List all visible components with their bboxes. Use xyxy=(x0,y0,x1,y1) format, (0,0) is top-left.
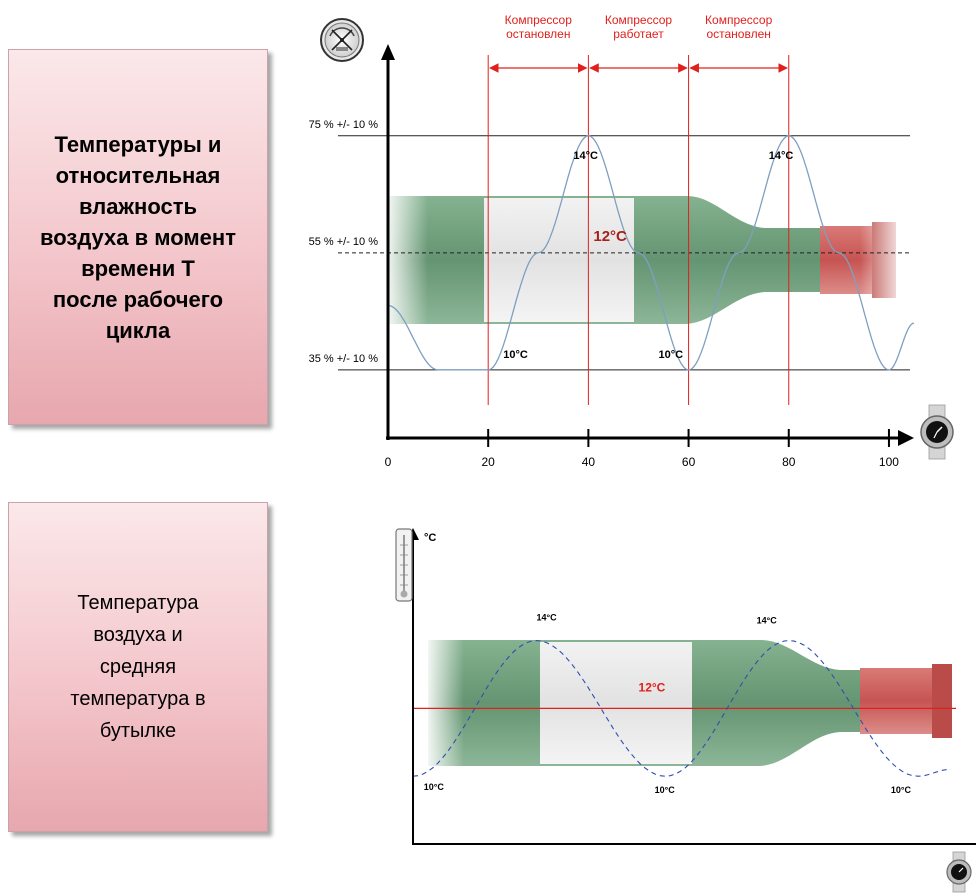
x-tick-label: 0 xyxy=(385,455,392,469)
hygrometer-icon xyxy=(320,18,364,62)
top-axes xyxy=(381,44,914,446)
compressor-phases: Компрессор остановлен Компрессор работает Ко… xyxy=(487,13,790,405)
wristwatch-icon xyxy=(920,404,954,460)
thermometer-icon xyxy=(395,528,413,602)
temperature-label: 14°C xyxy=(537,612,558,622)
temperature-label: 10°C xyxy=(891,785,912,795)
bottle-illustration-bottom xyxy=(428,640,952,766)
x-tick-label: 20 xyxy=(482,455,496,469)
humidity-level-label: 35 % +/- 10 % xyxy=(309,353,379,365)
description-panel-bottom: Температура воздуха и средняя температур… xyxy=(8,502,268,832)
humidity-level-label: 75 % +/- 10 % xyxy=(309,119,379,131)
temperature-label: 14°C xyxy=(573,150,598,162)
phase-label: Компрессор остановлен xyxy=(505,13,573,41)
humidity-curve xyxy=(387,135,915,371)
top-x-ticks: 0 20 40 60 80 100 xyxy=(385,429,899,469)
bottle-illustration-top xyxy=(388,196,904,324)
description-panel-top: Температуры и относительная влажность во… xyxy=(8,49,268,425)
x-tick-label: 100 xyxy=(879,455,899,469)
x-tick-label: 40 xyxy=(582,455,596,469)
temperature-label: 14°C xyxy=(757,616,778,626)
humidity-series-line xyxy=(387,135,915,371)
description-text-top: Температуры и относительная влажность во… xyxy=(40,131,236,343)
temperature-label: 10°C xyxy=(655,785,676,795)
temperature-label: 12°C xyxy=(639,680,666,694)
temperature-annotations-bottom: 14°C 14°C 12°C 10°C 10°C 10°C xyxy=(424,612,912,795)
wristwatch-icon xyxy=(946,851,972,893)
x-tick-label: 60 xyxy=(682,455,696,469)
air-temperature-series-line xyxy=(412,640,950,777)
humidity-levels: 75 % +/- 10 % 55 % +/- 10 % 35 % +/- 10 % xyxy=(309,119,910,371)
phase-label: Компрессор работает xyxy=(605,13,673,41)
air-temperature-curve xyxy=(412,640,950,777)
x-tick-label: 80 xyxy=(782,455,796,469)
bottom-y-axis-label: °C xyxy=(424,532,436,544)
humidity-level-label: 55 % +/- 10 % xyxy=(309,236,379,248)
description-text-bottom: Температура воздуха и средняя температур… xyxy=(70,592,206,742)
temperature-label: 12°C xyxy=(593,228,627,245)
temperature-label: 10°C xyxy=(503,349,528,361)
phase-label: Компрессор остановлен xyxy=(705,13,773,41)
temperature-annotations-top: 14°C 14°C 12°C 10°C 10°C xyxy=(503,150,793,361)
temperature-label: 10°C xyxy=(424,782,445,792)
temperature-label: 10°C xyxy=(659,349,684,361)
temperature-label: 14°C xyxy=(769,150,794,162)
